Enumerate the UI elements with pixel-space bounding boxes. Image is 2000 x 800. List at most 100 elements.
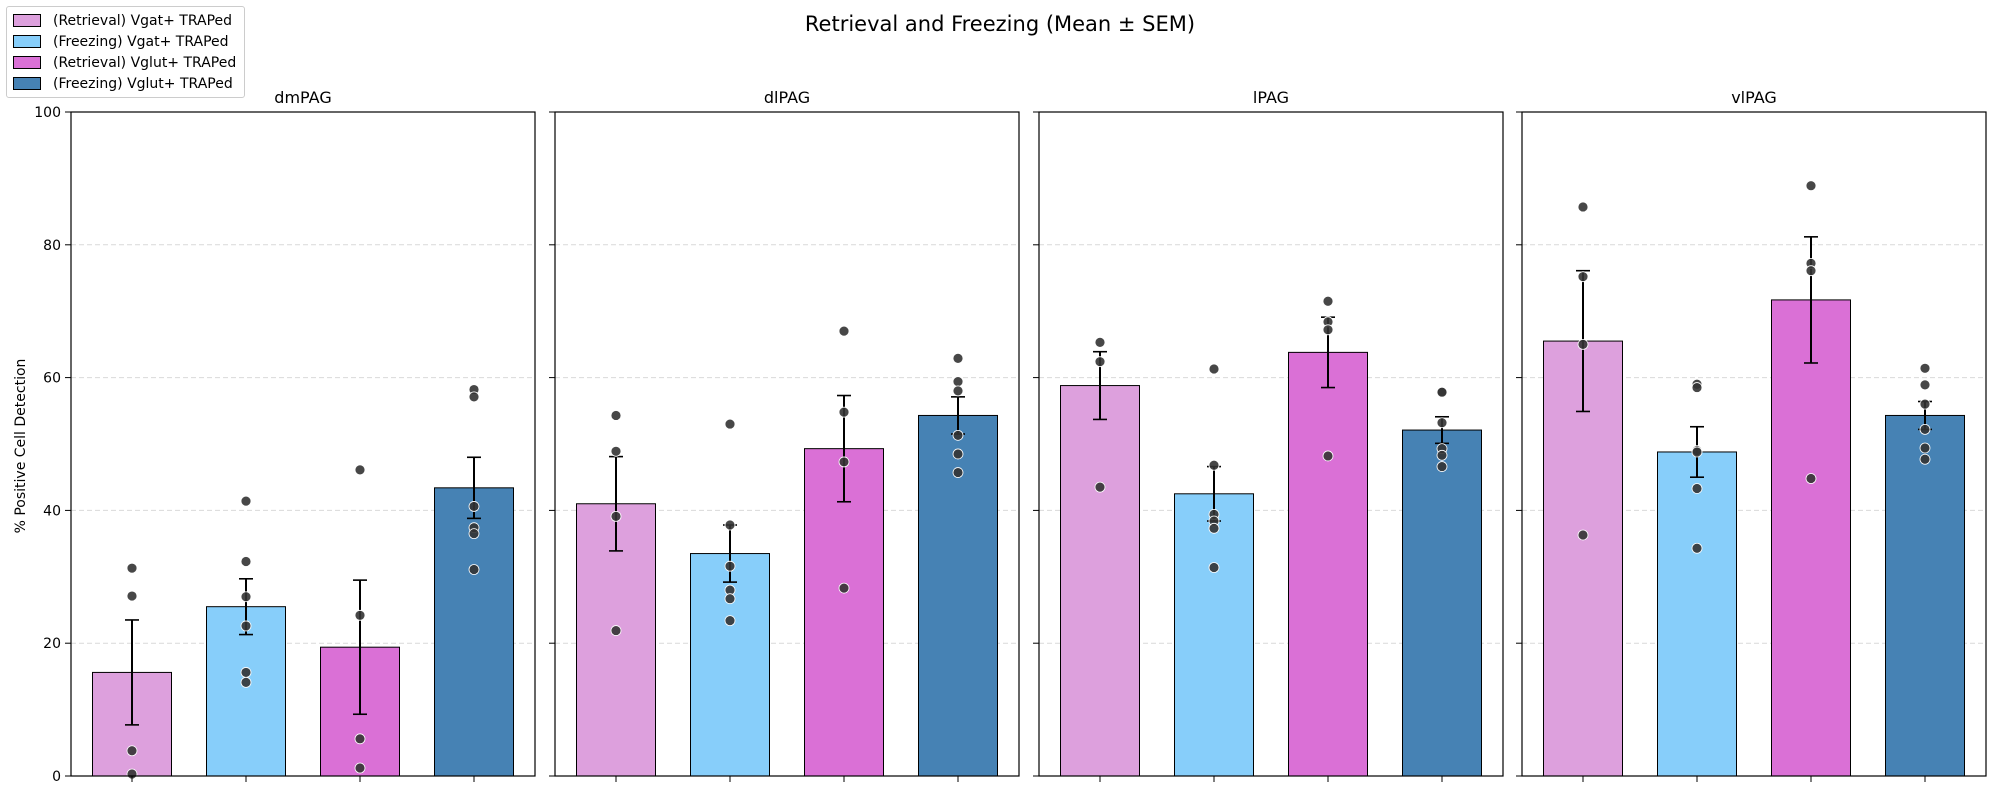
data-point: [1919, 379, 1931, 391]
data-point: [1094, 337, 1106, 348]
data-point: [1691, 382, 1703, 393]
bar: [1174, 493, 1254, 777]
y-tick-label: 60: [43, 371, 61, 387]
data-point: [952, 385, 964, 397]
data-point: [354, 464, 366, 476]
data-point: [1322, 450, 1334, 462]
data-point: [126, 590, 138, 602]
legend-label: (Retrieval) Vgat+ TRAPed: [53, 12, 233, 29]
data-point: [724, 519, 736, 531]
data-point: [724, 560, 736, 572]
data-point: [354, 762, 366, 774]
data-point: [1805, 473, 1817, 484]
bar: [1060, 385, 1140, 777]
panel-title: lPAG: [1253, 88, 1289, 107]
legend-swatch: [13, 14, 41, 27]
legend-label: (Freezing) Vgat+ TRAPed: [53, 33, 229, 50]
data-point: [1919, 453, 1931, 465]
data-point: [1208, 363, 1220, 375]
data-point: [952, 376, 964, 387]
legend-swatch: [13, 56, 41, 69]
data-point: [126, 562, 138, 574]
data-point: [1805, 265, 1817, 277]
panel: vlPAG: [1516, 88, 1987, 782]
data-point: [952, 467, 964, 478]
data-point: [240, 556, 252, 567]
data-point: [1208, 459, 1220, 471]
data-point: [1322, 324, 1334, 336]
data-point: [724, 593, 736, 605]
legend-item: (Freezing) Vglut+ TRAPed: [13, 73, 236, 94]
data-point: [610, 445, 622, 457]
panel-title: dlPAG: [764, 88, 810, 107]
data-point: [1919, 398, 1931, 410]
data-point: [468, 528, 480, 540]
data-point: [952, 429, 964, 441]
y-tick-label: 80: [43, 238, 61, 254]
data-point: [1577, 338, 1589, 350]
data-point: [952, 448, 964, 460]
data-point: [240, 676, 252, 688]
data-point: [240, 620, 252, 632]
legend-swatch: [13, 35, 41, 48]
data-point: [468, 391, 480, 403]
data-point: [468, 564, 480, 575]
panel-frame: [554, 111, 1020, 777]
panel-title: vlPAG: [1731, 88, 1777, 107]
panel-frame: [70, 111, 536, 777]
data-point: [1322, 295, 1334, 307]
legend-item: (Retrieval) Vglut+ TRAPed: [13, 52, 236, 73]
chart-title: Retrieval and Freezing (Mean ± SEM): [805, 12, 1195, 36]
data-point: [610, 625, 622, 636]
data-point: [1208, 562, 1220, 573]
panel-frame: [1038, 111, 1504, 777]
bar: [1657, 451, 1737, 777]
data-point: [838, 325, 850, 337]
data-point: [610, 410, 622, 421]
data-point: [1577, 271, 1589, 283]
data-point: [240, 591, 252, 603]
bar: [804, 448, 884, 777]
data-point: [610, 510, 622, 522]
data-point: [240, 667, 252, 678]
panel-title: dmPAG: [274, 88, 331, 107]
y-tick-label: 100: [34, 105, 61, 121]
legend-label: (Freezing) Vglut+ TRAPed: [53, 75, 233, 92]
bar: [1885, 414, 1965, 777]
data-point: [354, 733, 366, 745]
data-point: [1208, 522, 1220, 534]
data-point: [1436, 417, 1448, 429]
data-point: [468, 501, 480, 512]
data-point: [1919, 423, 1931, 435]
data-point: [1094, 356, 1106, 368]
data-point: [1094, 481, 1106, 493]
y-tick-label: 40: [43, 503, 61, 519]
data-point: [1805, 180, 1817, 192]
panel: 0 20 40 60 80 100 dmPAG: [34, 88, 536, 785]
legend-swatch: [13, 77, 41, 90]
legend-item: (Retrieval) Vgat+ TRAPed: [13, 10, 236, 31]
data-point: [1919, 362, 1931, 374]
y-tick-label: 0: [52, 769, 61, 785]
legend: (Retrieval) Vgat+ TRAPed (Freezing) Vgat…: [6, 6, 246, 98]
data-point: [724, 615, 736, 627]
data-point: [724, 418, 736, 430]
data-point: [1577, 529, 1589, 541]
legend-label: (Retrieval) Vglut+ TRAPed: [53, 54, 237, 71]
bar: [1402, 429, 1482, 777]
bar: [1288, 351, 1368, 777]
legend-item: (Freezing) Vgat+ TRAPed: [13, 31, 236, 52]
data-point: [354, 609, 366, 621]
data-point: [126, 745, 138, 757]
data-point: [952, 352, 964, 364]
data-point: [838, 406, 850, 418]
data-point: [1691, 542, 1703, 554]
panel: dlPAG: [549, 88, 1020, 782]
y-axis-label: % Positive Cell Detection: [13, 359, 29, 534]
data-point: [1691, 483, 1703, 494]
data-point: [1919, 442, 1931, 454]
data-point: [240, 495, 252, 507]
data-point: [838, 582, 850, 594]
data-point: [1691, 446, 1703, 458]
